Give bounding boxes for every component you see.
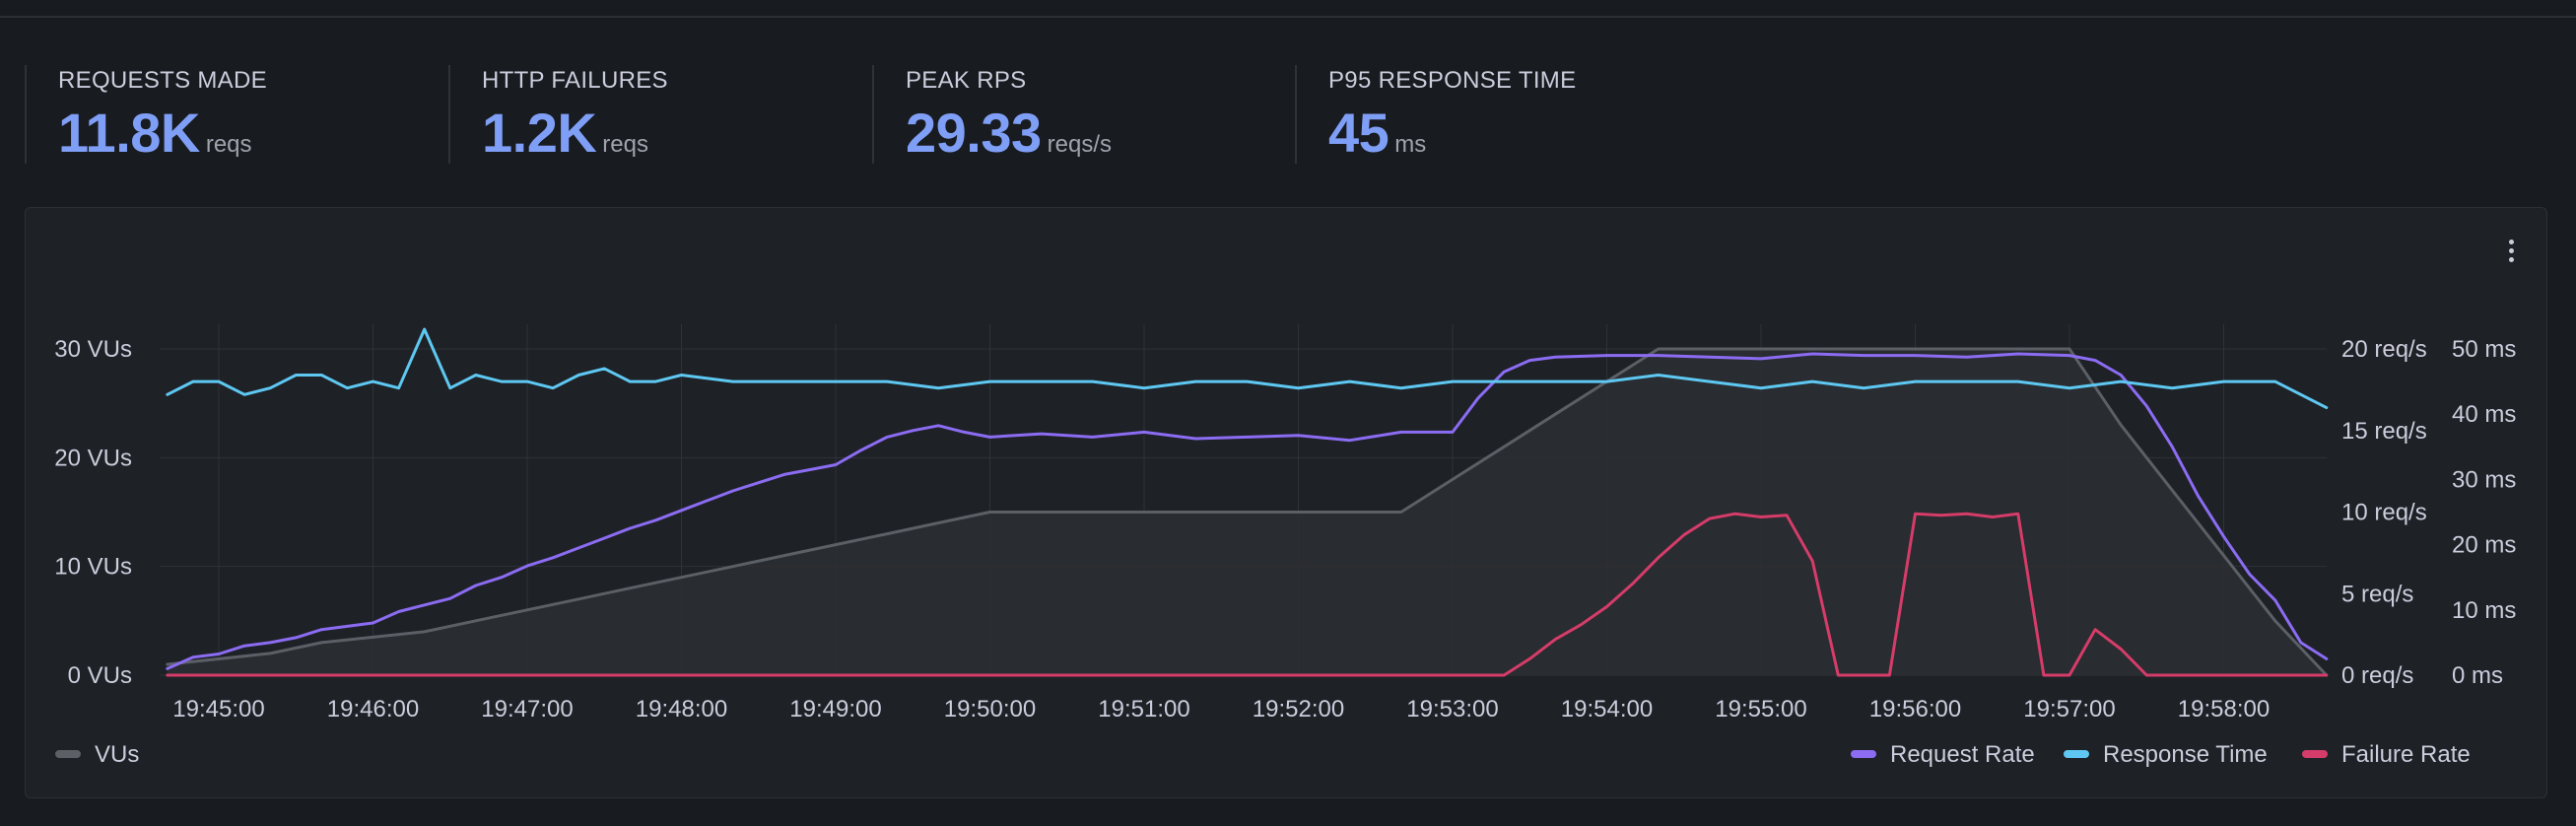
y-tick-label-resp-time: 20 ms xyxy=(2452,532,2516,559)
legend-item-request-rate[interactable]: Request Rate xyxy=(1851,741,2035,768)
series-request_rate xyxy=(166,352,2329,670)
stat-label: PEAK RPS xyxy=(906,67,1027,94)
legend-label: Request Rate xyxy=(1890,741,2035,768)
series-line-failure_rate xyxy=(166,512,2329,677)
y-tick-label-resp-time: 50 ms xyxy=(2452,336,2516,363)
y-tick-label-vus: 0 VUs xyxy=(68,662,132,689)
stat-requests-made: REQUESTS MADE 11.8K reqs xyxy=(25,65,267,164)
stat-value: 45 xyxy=(1328,102,1390,164)
more-options-icon[interactable] xyxy=(2499,236,2523,269)
stat-value: 1.2K xyxy=(482,102,597,164)
series-vus xyxy=(166,347,2329,677)
stat-unit: reqs xyxy=(602,131,648,158)
x-tick-label: 19:45:00 xyxy=(172,696,264,723)
x-tick-label: 19:47:00 xyxy=(481,696,573,723)
y-tick-label-req-rate: 5 req/s xyxy=(2341,581,2413,607)
legend-swatch xyxy=(1851,750,1876,758)
x-tick-label: 19:58:00 xyxy=(2178,696,2270,723)
legend-swatch xyxy=(55,750,81,758)
stat-p95-response-time: P95 RESPONSE TIME 45 ms xyxy=(1295,65,1576,164)
stat-value: 29.33 xyxy=(906,102,1042,164)
x-tick-label: 19:46:00 xyxy=(327,696,419,723)
stat-unit: reqs xyxy=(205,131,252,158)
legend: VUs Request Rate Response Time Failure Rate xyxy=(55,741,2471,768)
legend-label: VUs xyxy=(95,741,139,768)
series-response_time xyxy=(166,327,2329,410)
y-tick-label-vus: 20 VUs xyxy=(54,445,132,471)
stat-peak-rps: PEAK RPS 29.33 reqs/s xyxy=(872,65,1112,164)
series-failure_rate xyxy=(166,512,2329,677)
y-tick-label-vus: 30 VUs xyxy=(54,336,132,363)
series-line-response_time xyxy=(166,327,2329,410)
x-tick-label: 19:49:00 xyxy=(789,696,881,723)
stat-value: 11.8K xyxy=(58,102,200,164)
stat-label: P95 RESPONSE TIME xyxy=(1328,67,1577,94)
series-line-vus xyxy=(166,347,2329,677)
series-line-request_rate xyxy=(166,352,2329,670)
chart-panel: 0 VUs 10 VUs 20 VUs 30 VUs 0 req/s 5 req/s 10 … xyxy=(25,207,2547,798)
y-tick-label-resp-time: 0 ms xyxy=(2452,662,2503,689)
y-tick-label-req-rate: 10 req/s xyxy=(2341,500,2427,526)
stat-unit: ms xyxy=(1394,131,1427,158)
stats-row: REQUESTS MADE 11.8K reqs HTTP FAILURES 1.… xyxy=(25,65,1601,164)
y-tick-label-req-rate: 0 req/s xyxy=(2341,662,2413,689)
legend-label: Failure Rate xyxy=(2341,741,2471,768)
top-divider xyxy=(0,16,2576,18)
legend-swatch xyxy=(2302,750,2328,758)
x-tick-label: 19:57:00 xyxy=(2023,696,2115,723)
legend-swatch xyxy=(2064,750,2089,758)
y-tick-label-resp-time: 30 ms xyxy=(2452,466,2516,493)
y-tick-label-req-rate: 20 req/s xyxy=(2341,336,2427,363)
stat-label: REQUESTS MADE xyxy=(58,67,267,94)
legend-label: Response Time xyxy=(2103,741,2268,768)
x-tick-label: 19:55:00 xyxy=(1715,696,1806,723)
y-tick-label-resp-time: 40 ms xyxy=(2452,401,2516,428)
x-tick-label: 19:51:00 xyxy=(1098,696,1189,723)
stat-unit: reqs/s xyxy=(1047,131,1112,158)
x-tick-label: 19:56:00 xyxy=(1869,696,1961,723)
x-tick-label: 19:54:00 xyxy=(1561,696,1653,723)
stat-http-failures: HTTP FAILURES 1.2K reqs xyxy=(448,65,668,164)
y-tick-label-resp-time: 10 ms xyxy=(2452,597,2516,624)
legend-item-vus[interactable]: VUs xyxy=(55,741,139,768)
legend-item-failure-rate[interactable]: Failure Rate xyxy=(2302,741,2471,768)
stat-label: HTTP FAILURES xyxy=(482,67,668,94)
legend-item-response-time[interactable]: Response Time xyxy=(2064,741,2268,768)
load-test-chart: 0 VUs 10 VUs 20 VUs 30 VUs 0 req/s 5 req/s 10 … xyxy=(54,324,2516,768)
x-tick-label: 19:52:00 xyxy=(1253,696,1344,723)
x-tick-label: 19:48:00 xyxy=(636,696,727,723)
y-tick-label-vus: 10 VUs xyxy=(54,554,132,581)
y-tick-label-req-rate: 15 req/s xyxy=(2341,418,2427,445)
x-tick-label: 19:50:00 xyxy=(944,696,1036,723)
x-tick-label: 19:53:00 xyxy=(1406,696,1498,723)
